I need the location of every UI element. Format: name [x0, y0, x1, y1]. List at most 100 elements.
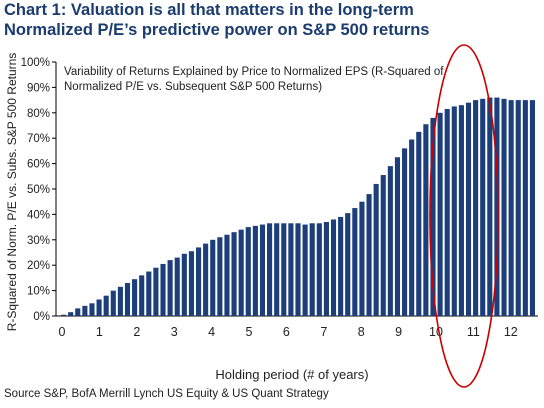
x-tick-label: 7	[320, 325, 327, 339]
bar	[267, 223, 273, 316]
bar	[82, 305, 88, 316]
x-tick-label: 6	[283, 325, 290, 339]
x-tick-label: 2	[133, 325, 140, 339]
bar	[387, 166, 393, 316]
y-tick-label: 30%	[27, 235, 50, 247]
bar	[224, 234, 230, 316]
bar	[68, 312, 74, 316]
bar	[458, 105, 464, 317]
bar	[281, 223, 287, 316]
x-tick-label: 12	[504, 325, 518, 339]
bar	[316, 223, 322, 316]
x-tick-label: 1	[96, 325, 103, 339]
inner-chart-title: Normalized P/E vs. Subsequent S&P 500 Re…	[64, 81, 322, 93]
bar	[522, 100, 528, 316]
bar	[508, 100, 514, 316]
y-tick-label: 100%	[21, 57, 50, 69]
bar	[174, 257, 180, 316]
bar	[338, 216, 344, 316]
bar	[160, 263, 166, 316]
bar	[380, 175, 386, 316]
bar	[330, 219, 337, 316]
bar	[515, 100, 521, 316]
x-tick-label: 8	[358, 325, 365, 339]
bar	[245, 227, 251, 316]
bar	[487, 97, 493, 316]
chart-title-line-1: Chart 1: Valuation is all that matters i…	[4, 1, 414, 19]
bar	[110, 290, 116, 316]
bar	[117, 286, 123, 316]
bar	[139, 275, 145, 316]
y-tick-label: 70%	[27, 133, 50, 145]
bar	[323, 222, 329, 316]
bar	[444, 108, 450, 317]
bar	[465, 102, 472, 316]
bar	[181, 253, 187, 316]
bar	[359, 201, 365, 316]
bar	[124, 282, 131, 316]
bar	[188, 251, 194, 316]
y-tick-label: 90%	[27, 82, 50, 94]
bar	[501, 98, 507, 316]
bar	[231, 232, 237, 316]
bar	[288, 223, 294, 316]
bar	[494, 97, 500, 316]
bar	[238, 229, 244, 316]
bar	[430, 117, 436, 316]
bar	[402, 148, 408, 316]
bar	[437, 112, 443, 316]
y-tick-label: 80%	[27, 108, 50, 120]
highlight-ellipse	[429, 44, 499, 388]
bar	[373, 183, 379, 316]
bar	[352, 208, 358, 316]
inner-chart-title: Variability of Returns Explained by Pric…	[64, 66, 444, 78]
bar	[473, 100, 479, 316]
bar	[252, 225, 258, 316]
y-tick-label: 10%	[27, 286, 50, 298]
bar	[423, 124, 429, 316]
x-tick-label: 3	[171, 325, 178, 339]
x-tick-label: 4	[208, 325, 215, 339]
x-axis-title: Holding period (# of years)	[215, 367, 368, 382]
bar	[259, 224, 266, 316]
bar	[132, 279, 138, 316]
bar	[409, 139, 415, 316]
chart-title-line-2: Normalized P/E’s predictive power on S&P…	[4, 21, 430, 39]
y-tick-label: 0%	[33, 311, 50, 323]
bar	[295, 223, 301, 316]
bar	[103, 295, 109, 316]
bar	[529, 100, 536, 316]
y-tick-label: 60%	[27, 159, 50, 171]
bar	[60, 314, 67, 316]
y-tick-label: 50%	[27, 184, 50, 196]
bar	[480, 98, 486, 316]
y-axis-title: R-Squared of Norm. P/E vs. Subs. S&P 500…	[5, 53, 19, 332]
x-tick-label: 5	[246, 325, 253, 339]
bar	[345, 213, 351, 316]
x-tick-label: 10	[429, 325, 443, 339]
bar	[195, 247, 202, 316]
x-tick-label: 0	[59, 325, 66, 339]
bar	[167, 260, 173, 316]
x-tick-label: 9	[395, 325, 402, 339]
y-tick-label: 20%	[27, 260, 50, 272]
bar	[302, 224, 308, 316]
chart-title: Chart 1: Valuation is all that matters i…	[4, 0, 540, 40]
bar	[274, 223, 280, 316]
bar	[451, 106, 457, 316]
bar	[89, 303, 95, 316]
x-tick-label: 11	[467, 325, 480, 339]
bar	[217, 237, 223, 316]
bar	[309, 223, 315, 316]
y-tick-label: 40%	[27, 209, 50, 221]
source-note: Source S&P, BofA Merrill Lynch US Equity…	[4, 388, 329, 400]
bar	[366, 194, 372, 316]
bar	[153, 267, 159, 316]
bar	[203, 243, 209, 316]
bar	[146, 271, 152, 316]
bar	[96, 299, 102, 316]
bar	[416, 131, 422, 316]
bar	[75, 308, 81, 316]
bar	[210, 239, 216, 316]
